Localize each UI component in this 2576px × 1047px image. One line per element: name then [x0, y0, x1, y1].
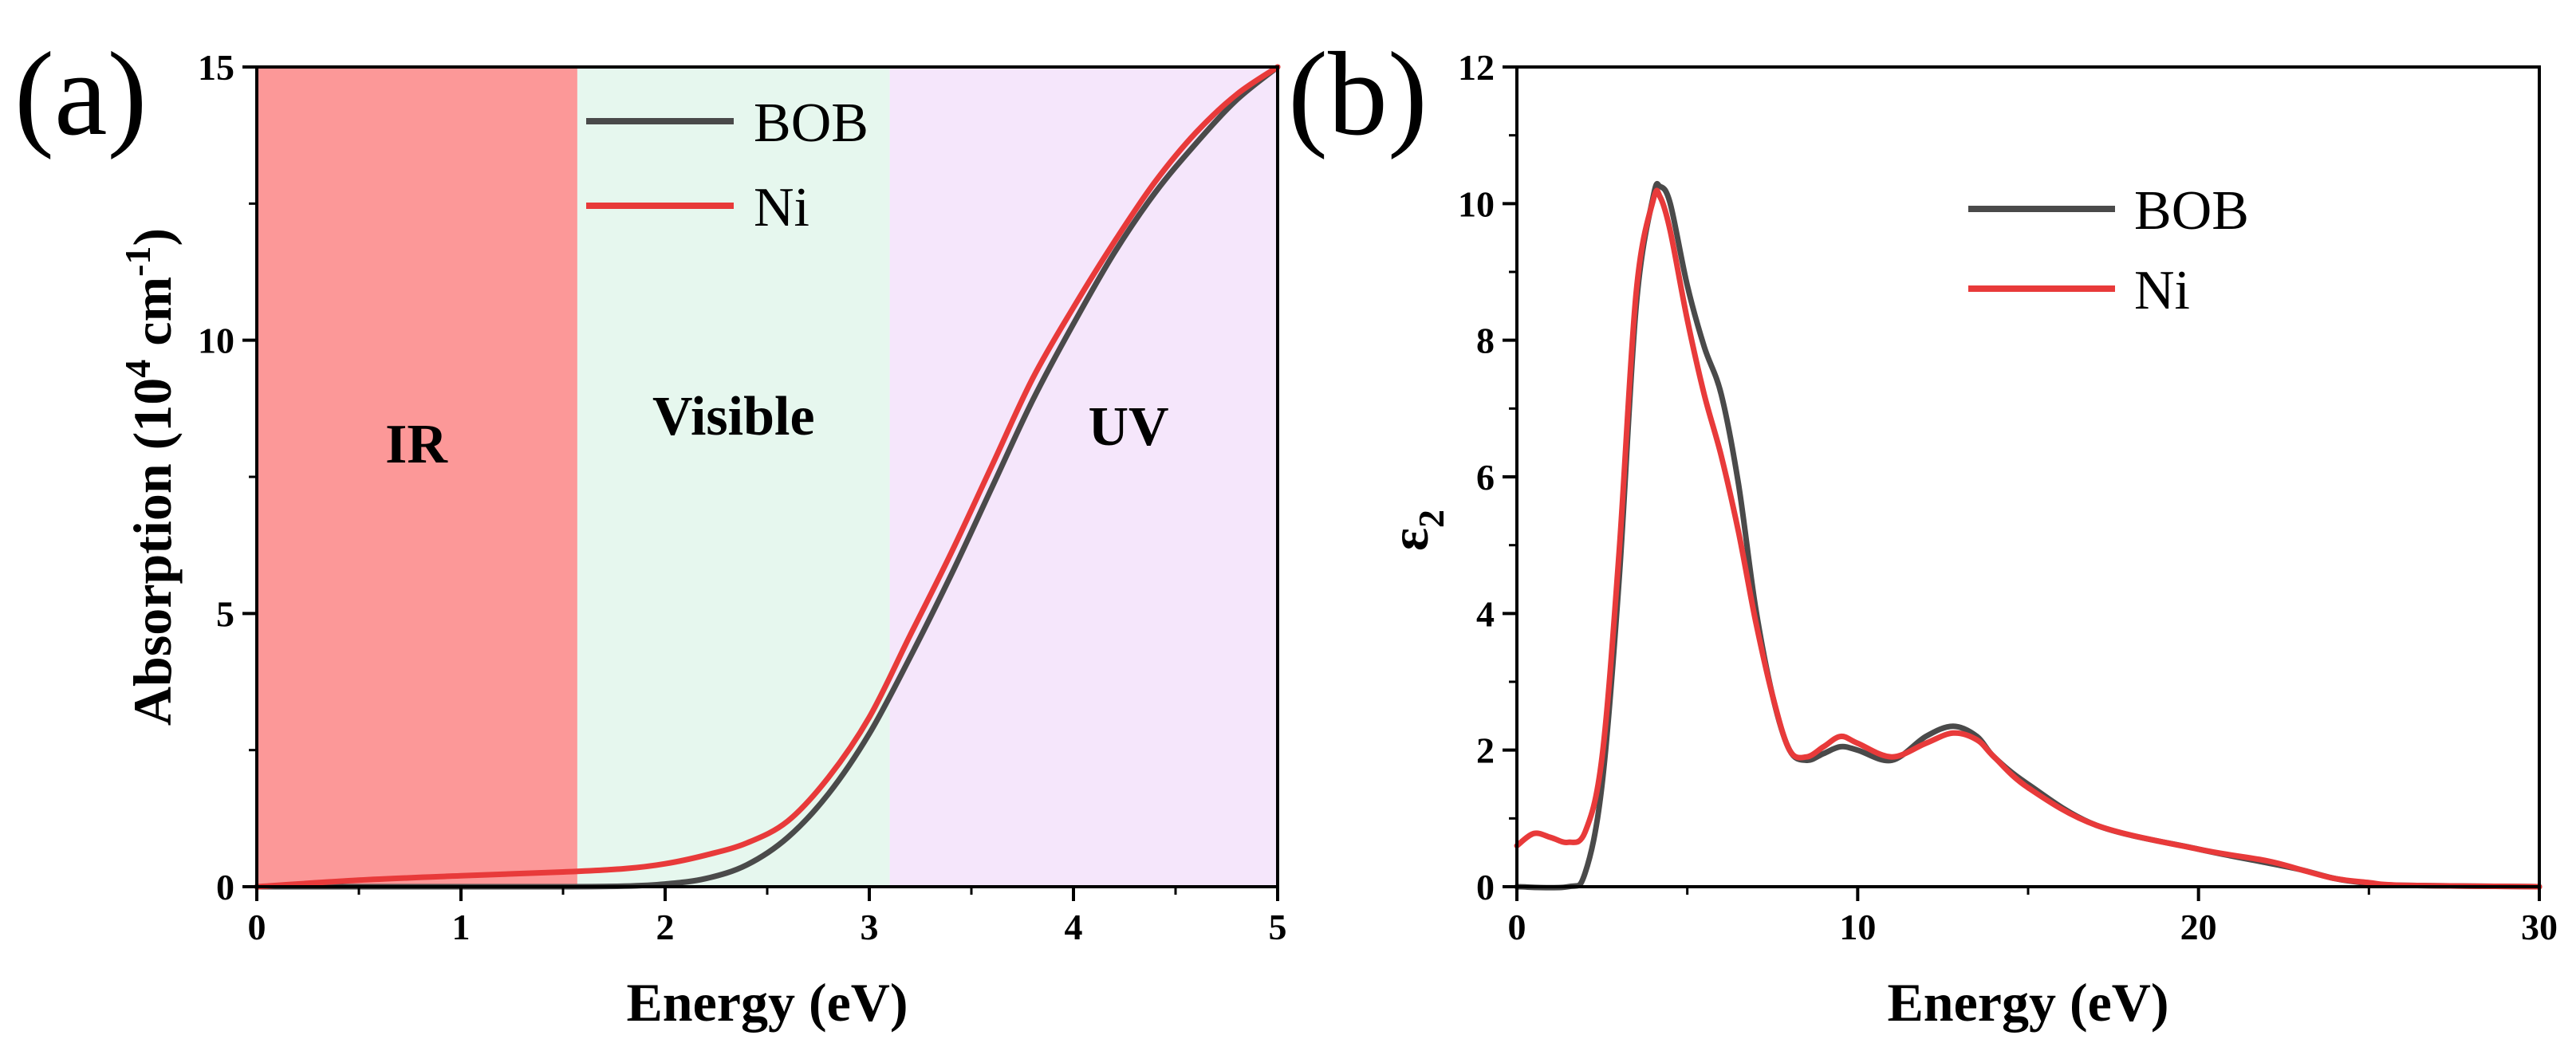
panel-a-legend-ni-label: Ni — [754, 177, 809, 238]
series-line-ni — [254, 64, 1281, 890]
panel-a-ylabel-end: ) — [122, 228, 183, 246]
y-tick-label: 0 — [1476, 867, 1495, 907]
panel-a-ylabel-exp2: -1 — [117, 246, 158, 277]
panel-b-label: (b) — [1288, 28, 1428, 160]
x-tick-label: 1 — [452, 907, 471, 947]
y-tick-label: 0 — [216, 867, 234, 907]
panel-b-legend-bob-label: BOB — [2134, 180, 2249, 242]
y-tick-label: 4 — [1476, 593, 1495, 634]
region-ir-label: IR — [385, 414, 448, 475]
region-uv-label: UV — [1088, 396, 1168, 458]
panel-a-y-axis-label: Absorption (104 cm-1) — [117, 228, 183, 726]
panel-b-y-axis-label: ε2 — [1379, 510, 1451, 551]
y-tick-label: 10 — [1458, 183, 1495, 224]
y-tick-label: 6 — [1476, 457, 1495, 498]
x-tick-label: 5 — [1269, 907, 1287, 947]
y-tick-label: 15 — [198, 47, 234, 88]
x-tick-label: 2 — [656, 907, 675, 947]
panel-a-ylabel-exp: 4 — [117, 360, 158, 378]
x-tick-label: 30 — [2521, 907, 2558, 947]
series-line-ni — [1514, 187, 2543, 890]
panel-a-label: (a) — [14, 28, 147, 160]
region-ir-band — [257, 67, 577, 887]
panel-b-ylabel-base: ε — [1379, 528, 1440, 551]
region-visible-label: Visible — [652, 386, 815, 447]
panel-a-legend: BOB Ni — [586, 92, 869, 238]
region-visible-band — [577, 67, 890, 887]
panel-a-chart: IR Visible UV 0 1 2 3 4 5 0 5 10 15 (a) Energy (eV)… — [14, 28, 1287, 1033]
panel-b-legend-ni-label: Ni — [2134, 260, 2190, 321]
panel-b-x-axis-label: Energy (eV) — [1887, 972, 2168, 1033]
y-tick-label: 10 — [198, 321, 234, 361]
x-tick-label: 0 — [1508, 907, 1526, 947]
y-tick-label: 2 — [1476, 730, 1495, 771]
y-tick-label: 12 — [1458, 47, 1495, 88]
x-tick-label: 3 — [861, 907, 879, 947]
panel-a-x-axis-label: Energy (eV) — [626, 972, 908, 1033]
panel-b-ylabel-sub: 2 — [1411, 510, 1451, 528]
panel-b-plot-frame — [1515, 65, 2541, 888]
region-uv-band — [889, 67, 1278, 887]
panel-b-legend: BOB Ni — [1968, 180, 2249, 321]
x-tick-label: 0 — [248, 907, 266, 947]
y-tick-label: 8 — [1476, 321, 1495, 361]
x-tick-label: 4 — [1065, 907, 1083, 947]
panel-a-ylabel-mid: cm — [122, 277, 183, 360]
panel-a-ylabel-base: Absorption (10 — [122, 378, 183, 726]
panel-a-legend-bob-label: BOB — [754, 92, 869, 154]
x-tick-label: 10 — [1839, 907, 1876, 947]
y-tick-label: 5 — [216, 593, 234, 634]
x-tick-label: 20 — [2180, 907, 2217, 947]
